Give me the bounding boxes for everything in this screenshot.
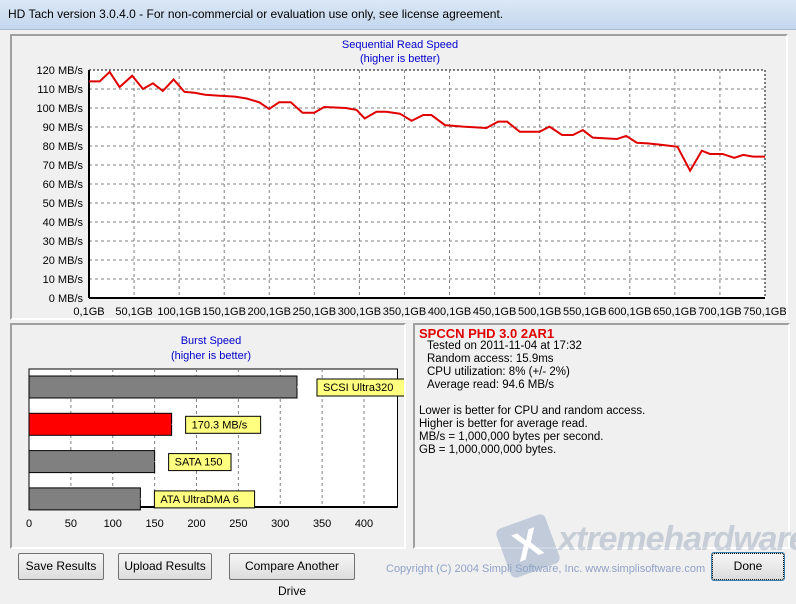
- note: Lower is better for CPU and random acces…: [419, 405, 646, 417]
- watermark: xtremehardware.it: [558, 520, 796, 558]
- x-tick-label: 700,1GB: [698, 306, 741, 318]
- compare-another-drive-button[interactable]: Compare Another Drive: [229, 553, 355, 598]
- done-button[interactable]: Done: [711, 552, 785, 581]
- bar-label-box: [153, 490, 256, 509]
- upload-results-button[interactable]: Upload Results: [118, 553, 212, 580]
- bar: [28, 375, 298, 399]
- x-tick-label: 250,1GB: [293, 306, 336, 318]
- results-info-panel: SPCCN PHD 3.0 2AR1 Tested on 2011-11-04 …: [413, 323, 790, 549]
- drive-name: SPCCN PHD 3.0 2AR1: [419, 326, 555, 341]
- y-tick-label: 0 MB/s: [49, 293, 84, 305]
- note: MB/s = 1,000,000 bytes per second.: [419, 431, 604, 443]
- x-tick-label: 500,1GB: [518, 306, 561, 318]
- x-tick-label: 100,1GB: [157, 306, 200, 318]
- y-tick-label: 70 MB/s: [43, 160, 84, 172]
- chart-subtitle: (higher is better): [360, 53, 440, 65]
- x-tick-label: 650,1GB: [653, 306, 696, 318]
- x-tick-label: 100: [104, 518, 122, 530]
- y-tick-label: 80 MB/s: [43, 141, 84, 153]
- x-tick-label: 350,1GB: [383, 306, 426, 318]
- chart-subtitle: (higher is better): [171, 350, 251, 362]
- y-tick-label: 110 MB/s: [37, 84, 83, 96]
- x-tick-label: 300: [271, 518, 289, 530]
- read-speed-line: [89, 70, 765, 173]
- x-tick-label: 150: [145, 518, 163, 530]
- bar-label: SCSI Ultra320: [323, 382, 393, 394]
- chart-title: Sequential Read Speed: [342, 39, 458, 51]
- y-tick-label: 120 MB/s: [37, 65, 84, 77]
- random-access: Random access: 15.9ms: [427, 353, 554, 365]
- sequential-read-chart: Sequential Read Speed (higher is better) 0…: [37, 39, 787, 318]
- bar: [28, 487, 141, 511]
- x-tick-label: 200: [187, 518, 205, 530]
- y-tick-label: 90 MB/s: [43, 122, 84, 134]
- burst-speed-panel: Burst Speed (higher is better) 0 50 100 150 20…: [10, 323, 412, 549]
- bar-label: SATA 150: [175, 457, 223, 469]
- x-tick-label: 50: [65, 518, 77, 530]
- y-tick-label: 40 MB/s: [43, 217, 84, 229]
- y-tick-label: 50 MB/s: [43, 198, 84, 210]
- burst-speed-chart: Burst Speed (higher is better) 0 50 100 150 20…: [26, 335, 412, 530]
- x-tick-label: 400,1GB: [428, 306, 471, 318]
- x-tick-label: 350: [313, 518, 331, 530]
- cpu-utilization: CPU utilization: 8% (+/- 2%): [427, 366, 570, 378]
- y-tick-label: 60 MB/s: [43, 179, 84, 191]
- y-tick-label: 100 MB/s: [37, 103, 84, 115]
- tested-date: Tested on 2011-11-04 at 17:32: [427, 340, 582, 352]
- bar-label: 170.3 MB/s: [192, 419, 248, 431]
- window-title: HD Tach version 3.0.4.0 - For non-commer…: [0, 0, 796, 30]
- bar: [28, 450, 156, 474]
- x-tick-label: 150,1GB: [202, 306, 245, 318]
- bar-label-box: [185, 415, 262, 434]
- save-results-button[interactable]: Save Results: [18, 553, 104, 580]
- sequential-read-panel: Sequential Read Speed (higher is better) 0…: [10, 34, 788, 320]
- x-tick-label: 550,1GB: [563, 306, 606, 318]
- x-tick-label: 0: [26, 518, 32, 530]
- note: Higher is better for average read.: [419, 418, 588, 430]
- x-tick-label: 750,1GB: [743, 306, 786, 318]
- x-tick-label: 450,1GB: [473, 306, 516, 318]
- x-tick-label: 200,1GB: [248, 306, 291, 318]
- x-tick-label: 400: [355, 518, 373, 530]
- bar: [28, 412, 173, 436]
- copyright: Copyright (C) 2004 Simpli Software, Inc.…: [386, 563, 706, 575]
- y-tick-label: 30 MB/s: [43, 236, 84, 248]
- y-tick-label: 10 MB/s: [43, 274, 84, 286]
- bar-label-box: [168, 453, 232, 472]
- x-tick-label: 250: [229, 518, 247, 530]
- note: GB = 1,000,000,000 bytes.: [419, 444, 557, 456]
- bar-label: ATA UltraDMA 6: [160, 494, 238, 506]
- x-tick-label: 0,1GB: [73, 306, 104, 318]
- x-tick-label: 50,1GB: [115, 306, 152, 318]
- average-read: Average read: 94.6 MB/s: [427, 379, 554, 391]
- chart-title: Burst Speed: [181, 335, 242, 347]
- x-tick-label: 600,1GB: [608, 306, 651, 318]
- x-tick-label: 300,1GB: [338, 306, 381, 318]
- y-tick-label: 20 MB/s: [43, 255, 84, 267]
